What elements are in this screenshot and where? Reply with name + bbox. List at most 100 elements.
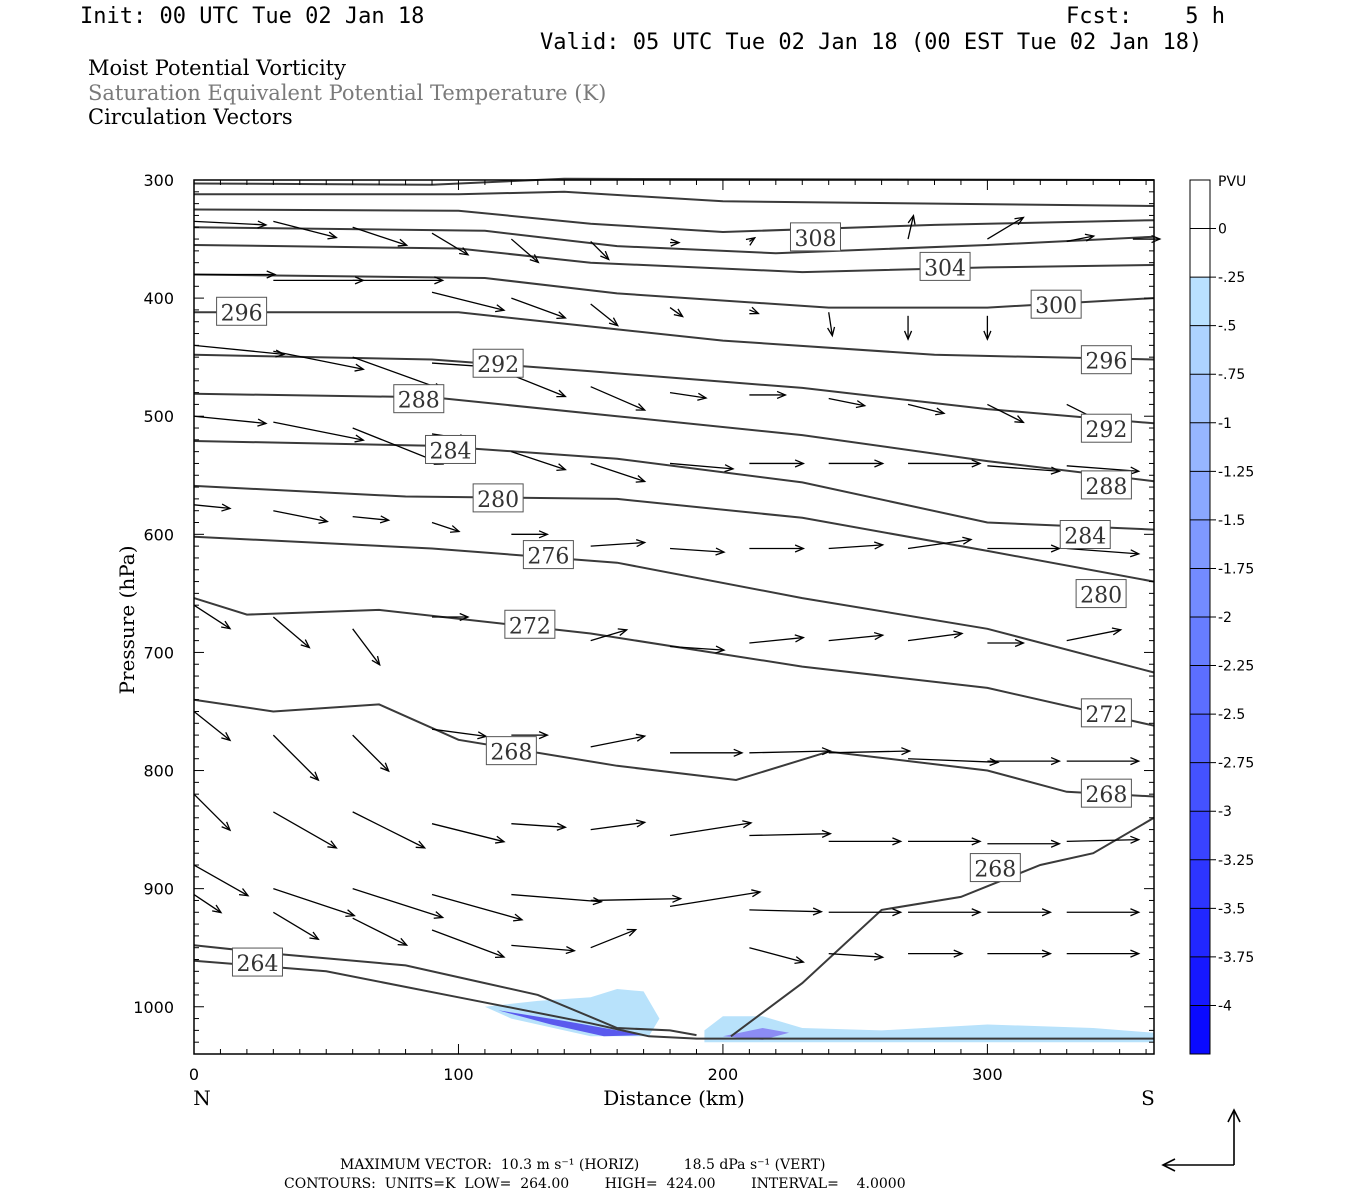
theta-contours bbox=[193, 177, 1155, 1040]
circulation-vector bbox=[590, 733, 647, 748]
init-time-label: Init: 00 UTC Tue 02 Jan 18 bbox=[80, 4, 425, 29]
circulation-vector bbox=[907, 536, 973, 550]
colorbar-label: -.75 bbox=[1218, 367, 1245, 383]
circulation-vector bbox=[273, 276, 366, 285]
circulation-vector bbox=[511, 451, 567, 472]
y-tick-label: 600 bbox=[143, 525, 174, 544]
theta-contour-line bbox=[194, 311, 1155, 361]
svg-text:288: 288 bbox=[1085, 475, 1127, 500]
contour-label: 280 bbox=[1075, 579, 1127, 609]
contour-label: 268 bbox=[1080, 778, 1132, 808]
circulation-vector bbox=[987, 216, 1025, 240]
x-tick-label: 200 bbox=[708, 1065, 739, 1084]
circulation-vector bbox=[908, 837, 982, 846]
y-tick-label: 800 bbox=[143, 762, 174, 781]
circulation-vector bbox=[908, 908, 982, 917]
contour-label: 292 bbox=[472, 348, 524, 378]
circulation-vector bbox=[273, 811, 338, 849]
circulation-vector bbox=[431, 893, 524, 922]
svg-text:292: 292 bbox=[477, 353, 519, 378]
colorbar-label: -1.25 bbox=[1218, 464, 1254, 480]
circulation-vector bbox=[669, 820, 753, 837]
circulation-vector bbox=[669, 547, 726, 556]
y-tick-label: 500 bbox=[143, 407, 174, 426]
circulation-vector bbox=[749, 947, 805, 964]
theta-contour-line bbox=[194, 190, 1155, 207]
circulation-vector bbox=[1066, 908, 1141, 917]
colorbar-label: -3.5 bbox=[1218, 901, 1245, 917]
colorbar-label: -.5 bbox=[1218, 319, 1236, 335]
circulation-vector bbox=[749, 907, 824, 916]
circulation-vector bbox=[1066, 949, 1141, 958]
circulation-vector bbox=[431, 291, 506, 313]
colorbar-swatch bbox=[1190, 956, 1210, 1006]
circulation-vector bbox=[669, 307, 684, 318]
y-axis-title: Pressure (hPa) bbox=[115, 546, 139, 695]
theta-contour-line bbox=[193, 698, 1155, 798]
circulation-vector bbox=[907, 630, 964, 642]
colorbar-swatch bbox=[1190, 374, 1210, 423]
contour-label: 276 bbox=[522, 540, 574, 570]
colorbar-swatch bbox=[1190, 714, 1210, 763]
colorbar-swatch bbox=[1190, 277, 1210, 326]
circulation-vector bbox=[590, 386, 647, 411]
circulation-vector bbox=[511, 297, 567, 319]
title-vectors: Circulation Vectors bbox=[88, 105, 293, 129]
colorbar-swatch bbox=[1190, 908, 1210, 957]
svg-text:300: 300 bbox=[1035, 294, 1077, 319]
contour-info-note: CONTOURS: UNITS=K LOW= 264.00 HIGH= 424.… bbox=[284, 1176, 906, 1192]
circulation-vector bbox=[511, 530, 550, 539]
circulation-vector bbox=[590, 928, 638, 949]
svg-text:280: 280 bbox=[477, 488, 519, 513]
theta-contour-line bbox=[193, 484, 1155, 583]
pv-shading bbox=[484, 989, 1154, 1043]
colorbar-swatch bbox=[1190, 228, 1210, 278]
circulation-vector bbox=[828, 541, 885, 550]
circulation-vector bbox=[511, 731, 550, 740]
colorbar-label: -4 bbox=[1218, 998, 1232, 1014]
circulation-vector bbox=[669, 391, 708, 401]
contour-label: 280 bbox=[472, 483, 524, 513]
circulation-vector bbox=[987, 544, 1062, 553]
colorbar-swatch bbox=[1190, 811, 1210, 860]
circulation-vector bbox=[432, 612, 470, 622]
contour-label: 268 bbox=[969, 853, 1021, 883]
contour-label: 264 bbox=[231, 947, 283, 977]
circulation-vector bbox=[590, 894, 683, 903]
circulation-vector bbox=[987, 839, 1062, 848]
circulation-vector bbox=[987, 908, 1053, 917]
contour-label: 284 bbox=[425, 434, 477, 464]
colorbar-swatch bbox=[1190, 422, 1210, 472]
colorbar-swatch bbox=[1190, 471, 1210, 520]
circulation-vector bbox=[273, 220, 338, 240]
circulation-vector bbox=[749, 390, 788, 400]
circulation-vector bbox=[669, 889, 762, 908]
circulation-vector bbox=[352, 811, 427, 849]
circulation-vector bbox=[273, 350, 365, 372]
circulation-vector bbox=[431, 728, 488, 740]
colorbar-swatch bbox=[1190, 665, 1210, 715]
circulation-vector bbox=[511, 944, 577, 955]
colorbar-label: -2.25 bbox=[1218, 659, 1254, 675]
circulation-vector bbox=[590, 303, 619, 327]
x-end-label: S bbox=[1141, 1086, 1155, 1110]
svg-text:296: 296 bbox=[1085, 350, 1127, 375]
circulation-vector bbox=[908, 757, 1000, 767]
circulation-vector bbox=[669, 462, 735, 473]
svg-text:296: 296 bbox=[221, 301, 263, 326]
circulation-vector bbox=[590, 538, 647, 548]
theta-contour-line bbox=[193, 597, 1155, 727]
circulation-vector bbox=[590, 240, 610, 261]
circulation-vector bbox=[510, 238, 540, 264]
svg-text:304: 304 bbox=[924, 256, 966, 281]
pv-area-1 bbox=[484, 989, 660, 1037]
circulation-vector bbox=[193, 864, 250, 897]
circulation-vector bbox=[749, 634, 806, 644]
reference-vector-icon bbox=[1161, 1108, 1241, 1172]
circulation-vector bbox=[352, 628, 381, 667]
circulation-vector bbox=[352, 226, 409, 247]
pv-area-2 bbox=[704, 1016, 1154, 1043]
circulation-vector bbox=[193, 894, 223, 914]
circulation-vector bbox=[193, 604, 232, 630]
